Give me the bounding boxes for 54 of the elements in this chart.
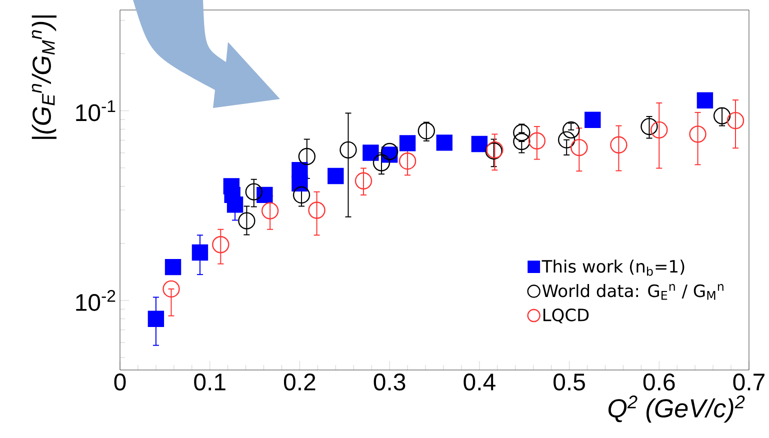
point (713, 107, 731, 124)
point (261, 202, 279, 220)
point (570, 138, 588, 156)
legend-label: This work (n$_{b}$=1) (542, 260, 684, 276)
point (562, 121, 580, 139)
point (292, 175, 308, 192)
x-tick-label: 0.1 (194, 374, 226, 391)
point (558, 131, 576, 148)
legend-label: World data: G$_{E}$$^{n}$ / G$_{M}$n (542, 284, 724, 300)
y-tick-label: 10$^{-1}$ (76, 100, 116, 122)
point (380, 142, 398, 160)
point (513, 124, 530, 142)
x-tick-label: 0.4 (464, 374, 496, 391)
x-tick-label: 0.7 (733, 374, 764, 391)
point (226, 196, 244, 213)
y-tick-label: 10$^{-2}$ (76, 290, 116, 311)
point (399, 135, 416, 152)
point (192, 244, 208, 261)
y-axis-title: |(G$_{E}$$^{n}$/G$_{M}$$^{n}$)| (32, 15, 56, 139)
legend-label: LQCD (543, 308, 589, 324)
point (726, 112, 744, 130)
point (398, 152, 416, 170)
point (584, 112, 601, 128)
point (148, 310, 164, 327)
point (238, 212, 256, 230)
point (256, 186, 273, 204)
point (164, 258, 182, 276)
x-axis-title: Q$^{2}$ (GeV/c)$^{2}$ (608, 396, 745, 423)
point (696, 92, 714, 108)
x-tick-label: 0.6 (643, 374, 675, 391)
point (689, 126, 706, 143)
x-tick-label: 0 (114, 374, 126, 391)
point (328, 168, 344, 184)
point (610, 136, 628, 154)
point (640, 118, 658, 136)
point (340, 141, 357, 159)
point (650, 121, 668, 139)
point (528, 132, 546, 150)
point (212, 236, 230, 254)
point (362, 144, 379, 161)
point (436, 134, 452, 151)
point (308, 202, 326, 219)
point (513, 132, 530, 150)
point (162, 280, 180, 298)
point (292, 186, 310, 204)
point (245, 183, 262, 200)
x-tick-label: 0.2 (284, 374, 316, 391)
point (418, 122, 436, 140)
point (298, 148, 316, 166)
point (471, 136, 488, 152)
x-tick-label: 0.5 (554, 374, 585, 391)
point (354, 172, 372, 190)
x-tick-label: 0.3 (374, 374, 406, 391)
point (372, 154, 390, 172)
